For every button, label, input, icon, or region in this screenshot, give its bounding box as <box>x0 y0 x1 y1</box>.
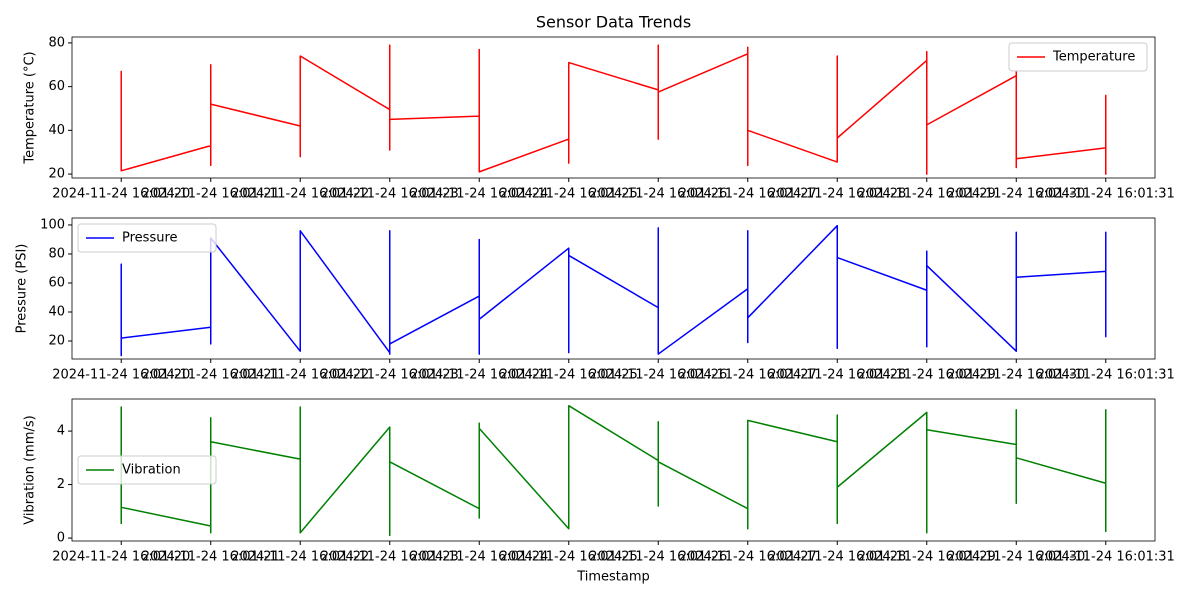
axes-frame <box>71 398 1156 542</box>
y-tick-label: 80 <box>48 35 65 50</box>
x-tick-label: 2024-11-24 16:01:27 <box>679 187 817 202</box>
x-tick-label: 2024-11-24 16:01:31 <box>1037 187 1175 202</box>
x-tick-label: 2024-11-24 16:01:22 <box>231 187 369 202</box>
x-axis-label: Timestamp <box>576 570 650 585</box>
legend: Vibration <box>77 455 217 485</box>
y-tick-label: 40 <box>48 123 65 138</box>
x-tick-label: 2024-11-24 16:01:20 <box>52 368 190 383</box>
x-tick-label: 2024-11-24 16:01:28 <box>768 187 906 202</box>
y-tick-label: 100 <box>40 217 65 232</box>
x-tick-label: 2024-11-24 16:01:30 <box>947 550 1085 565</box>
x-tick-label: 2024-11-24 16:01:20 <box>52 187 190 202</box>
x-tick-label: 2024-11-24 16:01:25 <box>500 368 638 383</box>
x-tick-label: 2024-11-24 16:01:24 <box>410 187 548 202</box>
x-tick-label: 2024-11-24 16:01:24 <box>410 550 548 565</box>
legend-box <box>77 455 217 485</box>
x-tick-label: 2024-11-24 16:01:30 <box>947 187 1085 202</box>
legend: Pressure <box>77 223 217 253</box>
x-tick-label: 2024-11-24 16:01:21 <box>142 187 280 202</box>
x-tick-label: 2024-11-24 16:01:23 <box>321 187 459 202</box>
legend-label: Pressure <box>122 231 178 246</box>
legend-label: Vibration <box>122 463 181 478</box>
series-line <box>120 404 1107 537</box>
chart-title: Sensor Data Trends <box>536 13 691 32</box>
legend-box <box>77 223 217 253</box>
x-tick-label: 2024-11-24 16:01:22 <box>231 550 369 565</box>
y-tick-label: 4 <box>57 424 65 439</box>
x-tick-label: 2024-11-24 16:01:27 <box>679 550 817 565</box>
axes-frame <box>71 217 1156 360</box>
x-tick-label: 2024-11-24 16:01:29 <box>858 187 996 202</box>
x-tick-label: 2024-11-24 16:01:29 <box>858 368 996 383</box>
y-tick-label: 80 <box>48 246 65 261</box>
x-tick-label: 2024-11-24 16:01:22 <box>231 368 369 383</box>
x-tick-label: 2024-11-24 16:01:24 <box>410 368 548 383</box>
x-tick-label: 2024-11-24 16:01:20 <box>52 550 190 565</box>
y-tick-label: 60 <box>48 275 65 290</box>
y-axis-label: Pressure (PSI) <box>15 244 30 334</box>
series-line <box>120 224 1107 357</box>
x-tick-label: 2024-11-24 16:01:25 <box>500 550 638 565</box>
y-axis-label: Vibration (mm/s) <box>23 415 38 524</box>
y-tick-label: 40 <box>48 305 65 320</box>
x-tick-label: 2024-11-24 16:01:28 <box>768 550 906 565</box>
y-tick-label: 0 <box>57 531 65 546</box>
x-tick-label: 2024-11-24 16:01:31 <box>1037 550 1175 565</box>
x-tick-label: 2024-11-24 16:01:23 <box>321 368 459 383</box>
y-tick-label: 20 <box>48 334 65 349</box>
x-tick-label: 2024-11-24 16:01:25 <box>500 187 638 202</box>
legend: Temperature <box>1008 42 1148 72</box>
y-axis-label: Temperature (°C) <box>23 51 38 164</box>
y-tick-label: 20 <box>48 167 65 182</box>
x-tick-label: 2024-11-24 16:01:26 <box>589 550 727 565</box>
y-tick-label: 60 <box>48 79 65 94</box>
legend-box <box>1008 42 1148 72</box>
x-tick-label: 2024-11-24 16:01:26 <box>589 187 727 202</box>
x-tick-label: 2024-11-24 16:01:21 <box>142 550 280 565</box>
x-tick-label: 2024-11-24 16:01:28 <box>768 368 906 383</box>
x-tick-label: 2024-11-24 16:01:30 <box>947 368 1085 383</box>
y-tick-label: 2 <box>57 477 65 492</box>
x-tick-label: 2024-11-24 16:01:23 <box>321 550 459 565</box>
x-tick-label: 2024-11-24 16:01:27 <box>679 368 817 383</box>
legend-label: Temperature <box>1052 50 1135 65</box>
series-line <box>120 44 1107 175</box>
x-tick-label: 2024-11-24 16:01:26 <box>589 368 727 383</box>
x-tick-label: 2024-11-24 16:01:31 <box>1037 368 1175 383</box>
axes-frame <box>71 36 1156 179</box>
x-tick-label: 2024-11-24 16:01:21 <box>142 368 280 383</box>
x-tick-label: 2024-11-24 16:01:29 <box>858 550 996 565</box>
